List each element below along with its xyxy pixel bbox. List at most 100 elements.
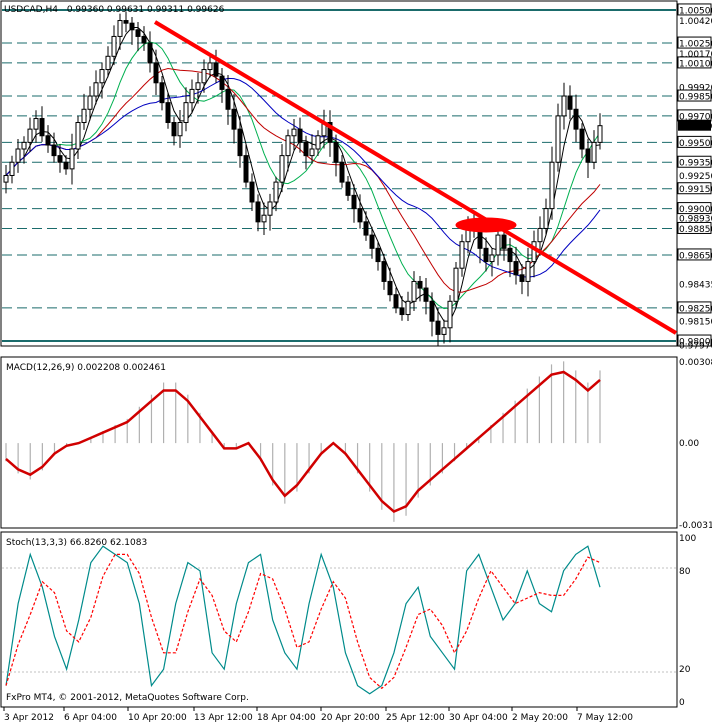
price-label-box: [677, 56, 712, 69]
time-tick-label: 13 Apr 12:00: [194, 713, 253, 723]
candle-body: [585, 148, 591, 163]
time-tick-label: 7 May 12:00: [577, 713, 633, 723]
candle-body: [267, 201, 273, 216]
candle-body: [375, 247, 381, 263]
time-tick-label: 3 Apr 2012: [4, 713, 54, 723]
candle-body: [333, 141, 339, 163]
candle-body: [153, 62, 159, 84]
candle-body: [453, 267, 459, 302]
candle-body: [519, 274, 525, 282]
candle-body: [501, 234, 507, 249]
candle-body: [117, 20, 123, 37]
stoch-main-line: [5, 545, 601, 695]
ma-slow-line: [5, 68, 601, 293]
candle-body: [9, 161, 15, 176]
candle-body: [549, 161, 555, 210]
stoch-tick-label: 0: [679, 698, 685, 708]
candle-body: [135, 29, 141, 37]
horizontal-levels: [2, 8, 676, 343]
candle-body: [411, 280, 417, 302]
price-tick-label: 0.97970: [679, 342, 712, 352]
candle-body: [573, 108, 579, 130]
candle-body: [507, 247, 513, 263]
stoch-tick-label: 100: [679, 534, 696, 544]
candle-body: [51, 144, 57, 157]
trendline[interactable]: [153, 20, 678, 335]
candle-body: [147, 42, 153, 64]
candle-body: [243, 155, 249, 183]
stoch-signal-line: [5, 553, 601, 690]
candle-body: [543, 208, 549, 229]
candle-body: [207, 62, 213, 71]
candle-body: [285, 135, 291, 157]
candle-body: [381, 261, 387, 282]
ma-fast-line: [5, 26, 601, 322]
price-label-box: [677, 155, 712, 168]
time-tick-label: 20 Apr 20:00: [321, 713, 380, 723]
stoch-label: Stoch(13,3,3) 66.8260 62.1083: [6, 538, 147, 548]
stoch-tick-label: 80: [679, 567, 691, 577]
candle-body: [261, 214, 267, 223]
candles: [3, 11, 603, 347]
macd-panel-frame: [0, 356, 678, 529]
candle-body: [459, 241, 465, 269]
macd-axis: 0.00308 0.00 -0.00311: [679, 358, 712, 531]
ma-mid-line: [5, 41, 601, 310]
stoch-tick-label: 20: [679, 665, 691, 675]
candle-body: [273, 181, 279, 203]
candle-body: [597, 125, 603, 143]
candle-body: [579, 128, 585, 150]
candle-body: [39, 118, 45, 137]
symbol-header: USDCAD,H4 0.99360 0.99631 0.99311 0.9962…: [4, 5, 225, 15]
candle-body: [447, 300, 453, 329]
candle-body: [129, 22, 135, 31]
candle-body: [21, 141, 27, 150]
candle-body: [81, 108, 87, 124]
candle-body: [57, 155, 63, 163]
price-tick-label: 1.00420: [679, 17, 712, 27]
price-label-box: [677, 248, 712, 261]
macd-panel: MACD(12,26,9) 0.002208 0.002461 0.003080…: [0, 356, 712, 531]
breakout-ellipse: [455, 217, 517, 233]
candle-body: [165, 102, 171, 124]
candle-body: [45, 135, 51, 146]
candle-body: [159, 82, 165, 104]
candle-body: [405, 300, 411, 316]
candle-body: [387, 280, 393, 296]
price-tick-label: 1.00170: [679, 50, 712, 60]
candle-body: [15, 148, 21, 163]
candle-body: [123, 20, 129, 24]
macd-tick-label: 0.00308: [679, 358, 712, 368]
candle-body: [561, 95, 567, 117]
price-label-box: [677, 221, 712, 234]
candle-body: [423, 287, 429, 302]
candle-body: [591, 141, 597, 163]
candle-body: [27, 128, 33, 143]
candle-body: [351, 194, 357, 210]
price-panel: USDCAD,H4 0.99360 0.99631 0.99311 0.9962…: [0, 0, 712, 352]
candle-body: [291, 128, 297, 137]
candle-body: [33, 118, 39, 130]
candle-body: [309, 148, 315, 157]
candle-body: [327, 122, 333, 143]
candle-body: [297, 128, 303, 143]
ma-long-line: [5, 77, 601, 278]
candle-body: [237, 128, 243, 157]
candle-body: [225, 88, 231, 110]
candle-body: [171, 122, 177, 137]
macd-tick-label: 0.00: [679, 439, 699, 449]
time-axis: 3 Apr 2012 6 Apr 04:00 10 Apr 20:00 13 Apr …: [3, 707, 633, 723]
candle-body: [555, 115, 561, 163]
macd-tick-label: -0.00311: [679, 521, 712, 531]
